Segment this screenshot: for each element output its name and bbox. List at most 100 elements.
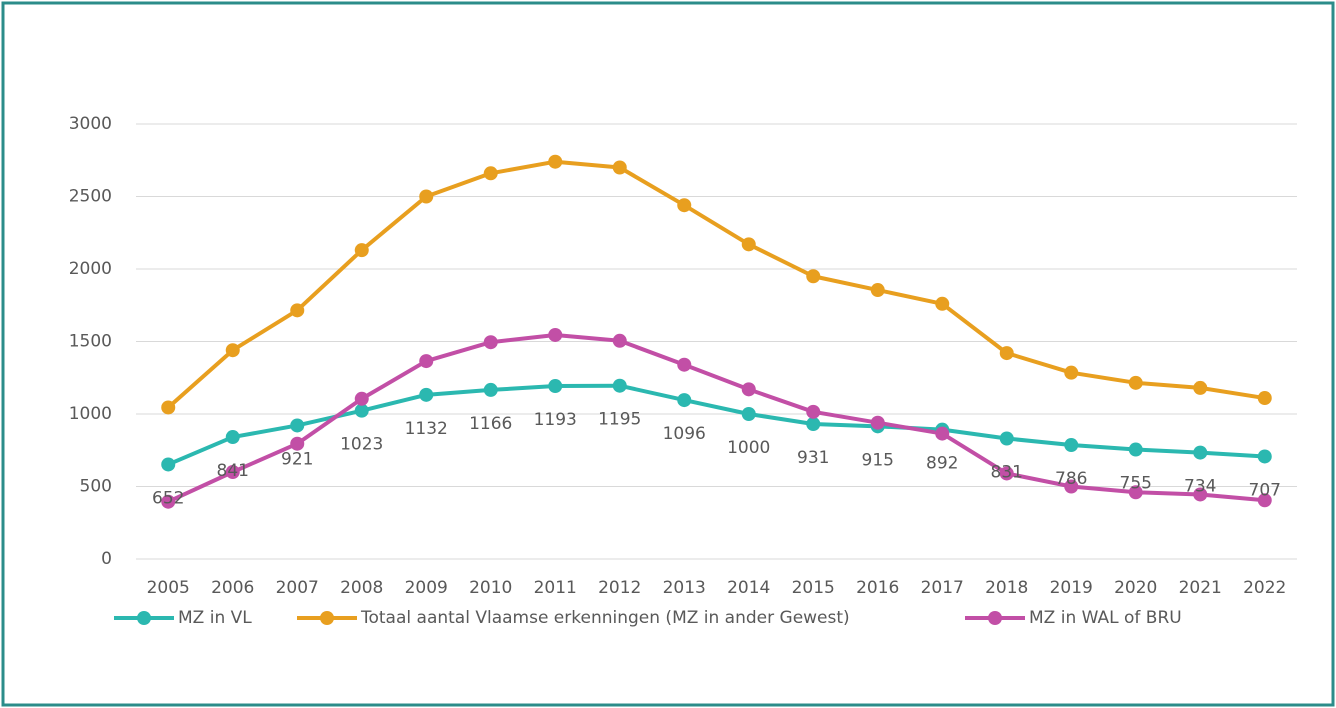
x-tick-label: 2019: [1050, 578, 1093, 598]
data-label: 1193: [534, 410, 577, 430]
x-tick-label: 2014: [727, 578, 770, 598]
x-tick-label: 2020: [1114, 578, 1157, 598]
y-tick-label: 0: [101, 549, 112, 569]
series-marker: [548, 327, 563, 342]
data-label: 1000: [727, 438, 770, 458]
x-tick-label: 2006: [211, 578, 254, 598]
data-label: 1166: [469, 414, 512, 434]
series-line: [167, 383, 1265, 467]
data-label: 1096: [663, 424, 706, 444]
series-marker: [354, 403, 369, 418]
series-marker: [677, 357, 692, 372]
data-label: 652: [152, 488, 184, 508]
y-tick-label: 500: [80, 477, 112, 497]
x-tick-label: 2022: [1243, 578, 1286, 598]
x-tick-label: 2013: [663, 578, 706, 598]
x-tick-label: 2007: [276, 578, 319, 598]
series-marker: [161, 494, 176, 509]
x-tick-label: 2017: [921, 578, 964, 598]
x-tick-label: 2008: [340, 578, 383, 598]
series-marker: [935, 426, 950, 441]
series-marker: [999, 466, 1014, 481]
series-marker: [677, 198, 692, 213]
x-tick-label: 2012: [598, 578, 641, 598]
series-marker: [1193, 445, 1208, 460]
series-marker: [1193, 487, 1208, 502]
series-marker: [290, 436, 305, 451]
x-tick-label: 2005: [147, 578, 190, 598]
legend-label: Totaal aantal Vlaamse erkenningen (MZ in…: [360, 608, 850, 628]
data-label: 1132: [405, 419, 448, 439]
series-marker: [677, 393, 692, 408]
series-marker: [225, 430, 240, 445]
data-label: 1023: [340, 435, 383, 455]
series-marker: [161, 400, 176, 415]
series-marker: [483, 382, 498, 397]
series-marker: [870, 415, 885, 430]
data-label: 921: [281, 449, 313, 469]
x-tick-label: 2016: [856, 578, 899, 598]
legend-label: MZ in VL: [178, 608, 252, 628]
series-marker: [612, 160, 627, 175]
x-tick-label: 2009: [405, 578, 448, 598]
y-tick-label: 2000: [69, 259, 112, 279]
series-line: [167, 332, 1265, 504]
series-marker: [870, 283, 885, 298]
series-marker: [354, 391, 369, 406]
series-marker: [1257, 391, 1272, 406]
data-label: 1195: [598, 410, 641, 430]
series-marker: [935, 296, 950, 311]
series-marker: [419, 189, 434, 204]
series-marker: [1193, 380, 1208, 395]
series-marker: [225, 465, 240, 479]
series-marker: [290, 303, 305, 318]
data-label: 915: [862, 450, 894, 470]
series-marker: [1064, 438, 1079, 453]
x-tick-label: 2015: [792, 578, 835, 598]
series-marker: [612, 333, 627, 348]
series-marker: [1128, 485, 1143, 500]
data-label: 831: [991, 463, 1023, 483]
series-marker: [1257, 493, 1272, 508]
series-line: [166, 159, 1266, 409]
data-label: 931: [797, 448, 829, 468]
legend-marker: [320, 611, 334, 625]
series-marker: [1128, 375, 1143, 390]
series-marker: [806, 269, 821, 284]
legend-marker: [988, 611, 1002, 625]
y-tick-label: 1000: [69, 404, 112, 424]
series-marker: [354, 243, 369, 258]
series-marker: [806, 417, 821, 432]
series-marker: [419, 387, 434, 402]
series-marker: [1064, 479, 1079, 494]
series-marker: [1128, 442, 1143, 457]
data-label: 892: [926, 454, 958, 474]
series-marker: [1257, 449, 1272, 464]
series-marker: [548, 379, 563, 394]
series-marker: [806, 404, 821, 419]
y-tick-label: 2500: [69, 187, 112, 207]
series-marker: [419, 354, 434, 369]
y-tick-label: 3000: [69, 114, 112, 134]
data-label: 755: [1120, 474, 1152, 494]
series-marker: [548, 154, 563, 169]
y-tick-label: 1500: [69, 332, 112, 352]
series-marker: [225, 343, 240, 358]
data-label: 786: [1055, 469, 1087, 489]
x-tick-label: 2011: [534, 578, 577, 598]
legend-marker: [137, 611, 151, 625]
series-marker: [612, 378, 627, 393]
series-marker: [1064, 365, 1079, 380]
series-marker: [741, 237, 756, 252]
legend-label: MZ in WAL of BRU: [1029, 608, 1182, 628]
x-tick-label: 2018: [985, 578, 1028, 598]
series-marker: [483, 335, 498, 350]
series-marker: [290, 418, 305, 433]
series-marker: [161, 457, 176, 472]
x-tick-label: 2010: [469, 578, 512, 598]
data-label: 707: [1249, 480, 1281, 500]
x-tick-label: 2021: [1179, 578, 1222, 598]
series-marker: [483, 166, 498, 181]
